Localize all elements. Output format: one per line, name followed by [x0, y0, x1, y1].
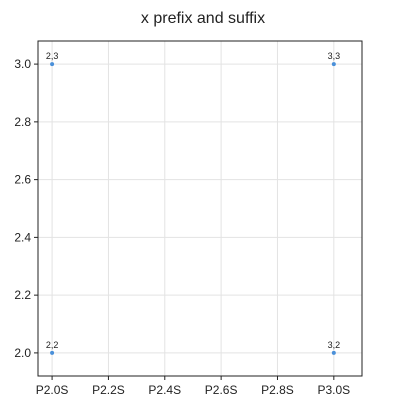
point-label: 2,3: [46, 51, 59, 61]
y-tick-label: 2.2: [14, 288, 31, 302]
x-tick-label: P2.0S: [36, 383, 69, 397]
x-tick-label: P2.8S: [261, 383, 294, 397]
scatter-point: [50, 350, 55, 355]
scatter-point: [331, 62, 336, 67]
x-tick-label: P2.6S: [205, 383, 238, 397]
x-tick-label: P3.0S: [317, 383, 350, 397]
point-label: 3,3: [328, 51, 341, 61]
x-tick-label: P2.2S: [92, 383, 125, 397]
x-axis-ticks: P2.0S P2.2S P2.4S P2.6S P2.8S P3.0S: [36, 376, 350, 397]
x-tick-label: P2.4S: [148, 383, 181, 397]
scatter-point: [50, 62, 55, 67]
y-tick-label: 2.8: [14, 115, 31, 129]
chart-title: x prefix and suffix: [141, 10, 265, 27]
data-points: 2,3 3,3 2,2 3,2: [46, 51, 340, 355]
y-tick-label: 2.4: [14, 230, 31, 244]
point-label: 2,2: [46, 340, 59, 350]
plot-area-frame: [37, 40, 363, 377]
y-tick-label: 2.6: [14, 173, 31, 187]
point-label: 3,2: [328, 340, 341, 350]
y-tick-label: 3.0: [14, 57, 31, 71]
y-axis-ticks: 2.0 2.2 2.4 2.6 2.8 3.0: [14, 57, 38, 360]
y-tick-label: 2.0: [14, 346, 31, 360]
grid-lines: [38, 41, 362, 376]
scatter-point: [331, 350, 336, 355]
